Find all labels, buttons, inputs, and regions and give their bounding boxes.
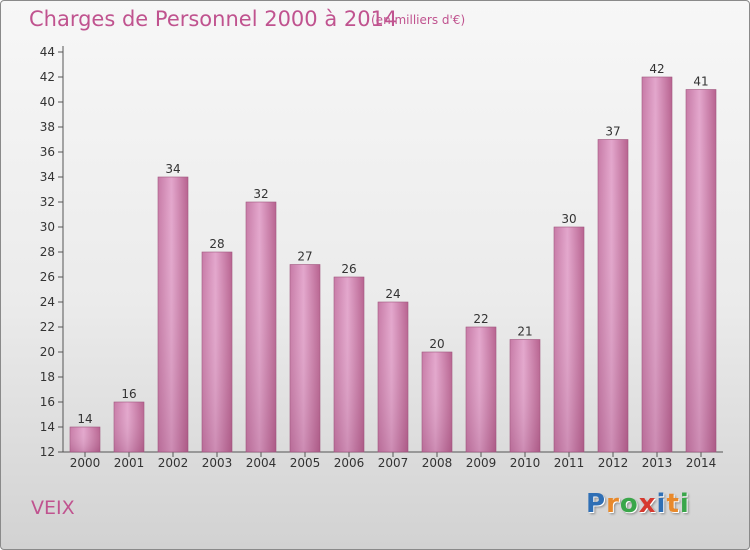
y-tick-label: 42	[40, 70, 55, 84]
x-tick-label: 2013	[642, 456, 673, 470]
data-label: 32	[253, 187, 268, 201]
data-label: 42	[649, 62, 664, 76]
data-label: 24	[385, 287, 400, 301]
logo-letter: P	[586, 489, 607, 519]
x-tick-label: 2005	[290, 456, 321, 470]
bar-shade	[422, 352, 452, 452]
x-tick-label: 2006	[334, 456, 365, 470]
x-tick-label: 2003	[202, 456, 233, 470]
y-tick-label: 34	[40, 170, 55, 184]
bar-shade	[114, 402, 144, 452]
bar-shade	[686, 89, 716, 452]
bar-shade	[334, 277, 364, 452]
y-tick-label: 38	[40, 120, 55, 134]
data-label: 37	[605, 125, 620, 139]
bar-shade	[70, 427, 100, 452]
logo-letter: r	[606, 489, 620, 519]
x-tick-label: 2004	[246, 456, 277, 470]
bar-shade	[202, 252, 232, 452]
y-tick-label: 32	[40, 195, 55, 209]
bar-shade	[466, 327, 496, 452]
data-label: 21	[517, 325, 532, 339]
data-label: 30	[561, 212, 576, 226]
y-tick-label: 12	[40, 445, 55, 459]
x-tick-label: 2011	[554, 456, 585, 470]
y-tick-label: 40	[40, 95, 55, 109]
logo-letter: x	[638, 489, 657, 519]
data-label: 22	[473, 312, 488, 326]
y-tick-label: 16	[40, 395, 55, 409]
axes: 12 14 16 18 20 22 24 26 28 30 32 34 36 38 40 42 44	[40, 45, 723, 459]
bar-shade	[158, 177, 188, 452]
y-tick-label: 28	[40, 245, 55, 259]
y-tick-label: 20	[40, 345, 55, 359]
bar-shade	[554, 227, 584, 452]
labels: 14 2000 16 2001 34 2002 28 2003 32 2004 27 2005 26 20…	[70, 62, 717, 470]
logo-letter: t	[666, 489, 680, 519]
bar-shade	[598, 139, 628, 452]
x-tick-label: 2008	[422, 456, 453, 470]
data-label: 20	[429, 337, 444, 351]
chart-subtitle: (en milliers d'€)	[371, 13, 466, 27]
bar-shade	[642, 77, 672, 452]
y-tick-label: 22	[40, 320, 55, 334]
data-label: 14	[77, 412, 92, 426]
x-tick-label: 2010	[510, 456, 541, 470]
data-label: 34	[165, 162, 180, 176]
logo-letter: i	[679, 489, 690, 519]
data-label: 28	[209, 237, 224, 251]
bar-shade	[510, 339, 540, 452]
chart-title: Charges de Personnel 2000 à 2014	[29, 7, 398, 31]
data-label: 27	[297, 250, 312, 264]
x-tick-label: 2009	[466, 456, 497, 470]
x-tick-label: 2007	[378, 456, 409, 470]
x-tick-label: 2001	[114, 456, 145, 470]
data-label: 26	[341, 262, 356, 276]
y-tick-label: 36	[40, 145, 55, 159]
y-tick-label: 26	[40, 270, 55, 284]
bar-shade	[290, 264, 320, 452]
y-tick-label: 44	[40, 45, 55, 59]
proxiti-logo: Proxiti	[586, 489, 690, 519]
x-tick-label: 2000	[70, 456, 101, 470]
x-tick-label: 2002	[158, 456, 189, 470]
bars	[69, 76, 717, 453]
x-tick-label: 2014	[686, 456, 717, 470]
y-tick-label: 24	[40, 295, 55, 309]
logo-letter: o	[619, 489, 639, 519]
logo-letter: i	[656, 489, 667, 519]
commune-name: VEIX	[31, 497, 75, 519]
bar-shade	[378, 302, 408, 452]
y-tick-label: 18	[40, 370, 55, 384]
bar-shade	[246, 202, 276, 452]
y-tick-label: 14	[40, 420, 55, 434]
y-tick-label: 30	[40, 220, 55, 234]
x-tick-label: 2012	[598, 456, 629, 470]
data-label: 16	[121, 387, 136, 401]
data-label: 41	[693, 75, 708, 89]
